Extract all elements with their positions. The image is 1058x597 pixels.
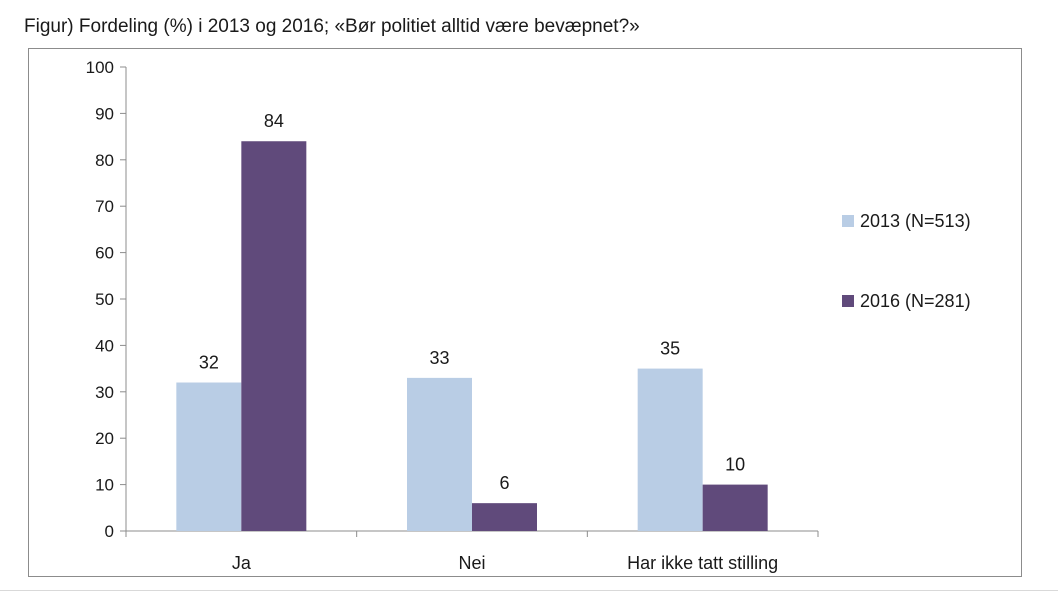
bar <box>702 484 768 531</box>
data-label: 32 <box>199 353 219 373</box>
bar <box>176 382 242 531</box>
chart-frame <box>28 48 1022 577</box>
y-tick-label: 0 <box>105 522 114 541</box>
legend-label: 2016 (N=281) <box>860 291 971 311</box>
y-tick-label: 70 <box>95 197 114 216</box>
y-tick-label: 60 <box>95 244 114 263</box>
bar <box>407 377 472 531</box>
y-tick-label: 20 <box>95 429 114 448</box>
y-tick-label: 10 <box>95 476 114 495</box>
chart-title: Figur) Fordeling (%) i 2013 og 2016; «Bø… <box>24 16 640 37</box>
y-tick-label: 90 <box>95 104 114 123</box>
legend-label: 2013 (N=513) <box>860 211 971 231</box>
x-category-label: Har ikke tatt stilling <box>627 553 778 573</box>
y-tick-label: 30 <box>95 383 114 402</box>
y-tick-label: 80 <box>95 151 114 170</box>
bar <box>637 368 703 531</box>
y-tick-label: 40 <box>95 336 114 355</box>
data-label: 33 <box>429 348 449 368</box>
bar <box>472 503 537 531</box>
legend-swatch <box>842 215 854 227</box>
x-category-label: Ja <box>232 553 252 573</box>
y-tick-label: 100 <box>86 58 114 77</box>
data-label: 10 <box>725 455 745 475</box>
data-label: 84 <box>264 111 284 131</box>
y-tick-label: 50 <box>95 290 114 309</box>
bar <box>241 141 307 532</box>
bottom-divider <box>0 590 1058 591</box>
legend-swatch <box>842 295 854 307</box>
data-label: 35 <box>660 339 680 359</box>
data-label: 6 <box>499 473 509 493</box>
x-category-label: Nei <box>458 553 485 573</box>
